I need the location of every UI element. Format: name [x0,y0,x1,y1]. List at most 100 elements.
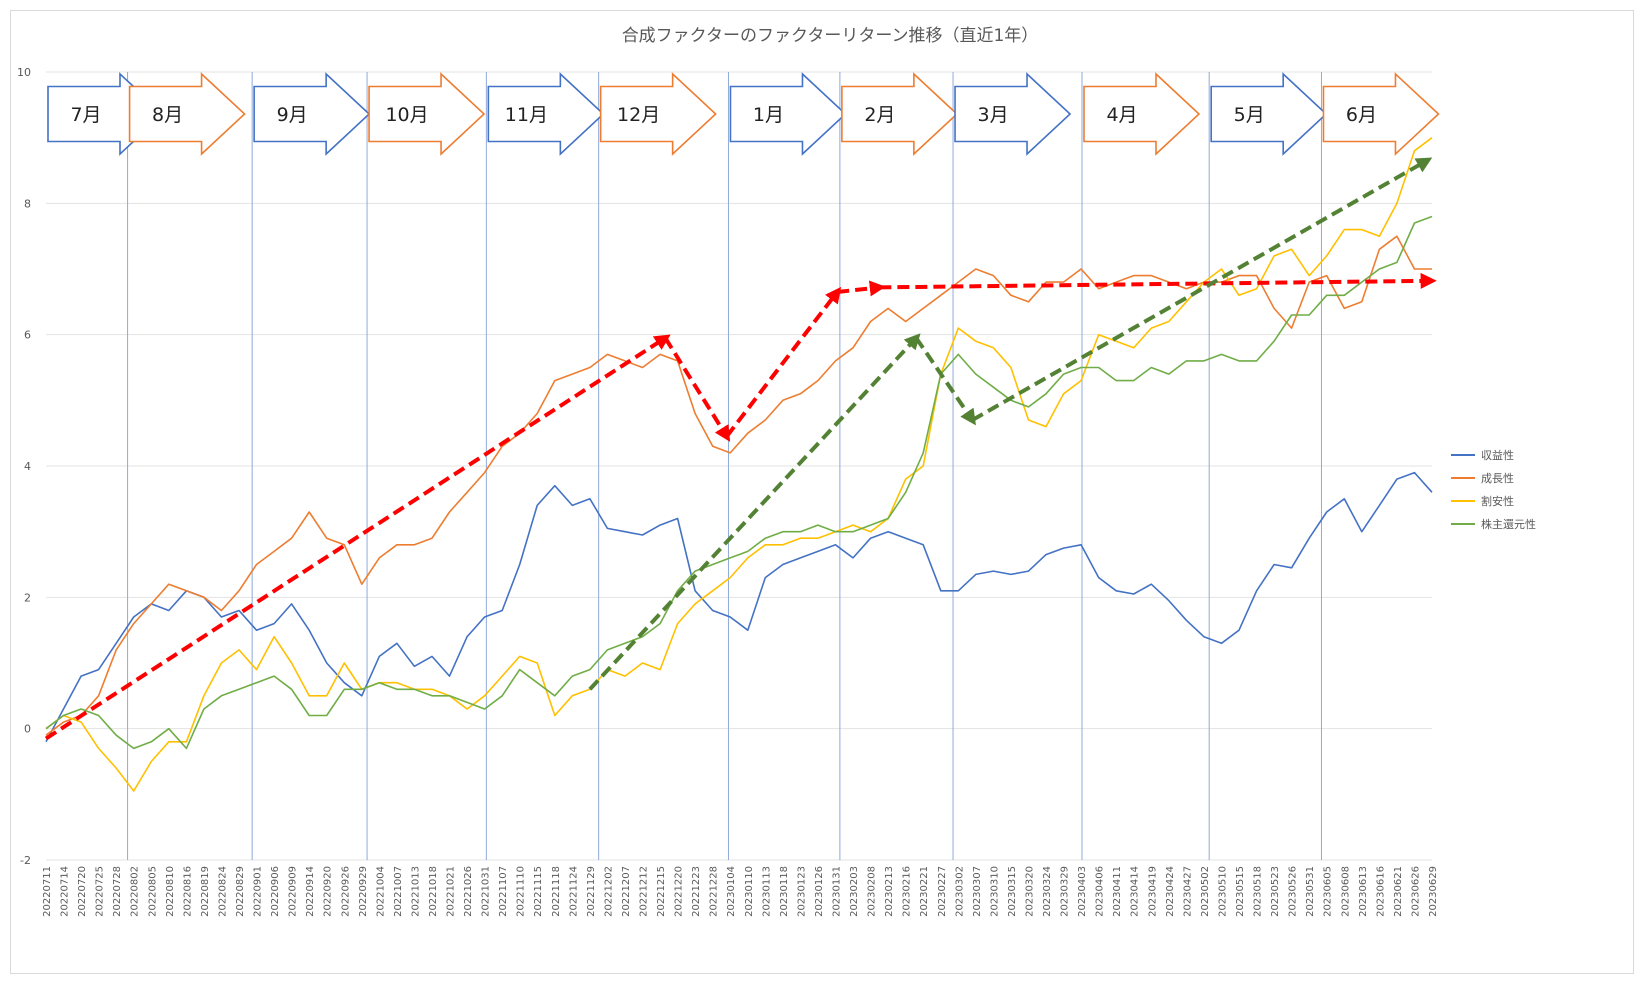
x-tick-label: 20221110 [516,866,527,917]
x-tick-label: 20220714 [60,866,71,917]
trend-arrow-segment [44,334,671,741]
legend-entry: 成長性 [1481,471,1514,485]
month-label: 7月 [70,104,101,126]
x-tick-label: 20220824 [217,866,228,917]
x-tick-label: 20230213 [884,866,895,917]
month-label: 12月 [617,104,660,126]
y-tick-label: 4 [24,460,31,473]
series-line [45,215,1433,750]
y-tick-label: -2 [20,854,31,867]
x-tick-label: 20221223 [691,866,702,917]
month-divider-layer [127,72,1322,860]
grid-layer [46,71,1432,861]
x-tick-label: 20230113 [761,866,772,917]
month-arrow [1083,72,1201,156]
x-tick-label: 20230523 [1270,866,1281,917]
x-tick-label: 20230110 [744,866,755,917]
x-tick-label: 20230616 [1375,866,1386,917]
x-tick-label: 20230131 [831,866,842,917]
series-layer [45,137,1433,792]
y-tick-label: 6 [24,329,31,342]
x-tick-label: 20220810 [165,866,176,917]
x-tick-label: 20220805 [147,866,158,917]
x-tick-label: 20230302 [954,866,965,917]
x-tick-label: 20221021 [446,866,457,917]
x-tick-label: 20220728 [112,866,123,917]
axis-layer: -2 0 2 4 6 8 10 20220711 20220714 20220720 2022072… [17,66,1439,917]
month-label: 2月 [864,104,895,126]
trend-arrow-segment [879,272,1437,290]
month-arrow [128,72,246,156]
x-tick-label: 20230208 [867,866,878,917]
x-tick-label: 20230123 [796,866,807,917]
x-tick-label: 20230419 [1147,866,1158,917]
x-tick-label: 20221207 [621,866,632,917]
x-tick-label: 20230406 [1095,866,1106,917]
x-tick-label: 20230227 [937,866,948,917]
x-tick-label: 20230526 [1288,866,1299,917]
x-tick-label: 20230118 [779,866,790,917]
x-tick-label: 20230315 [1007,866,1018,917]
x-tick-label: 20220819 [200,866,211,917]
trend-arrow-segment [971,157,1433,422]
y-tick-label: 8 [24,197,31,210]
trend-arrow-layer [44,157,1437,741]
x-tick-label: 20230411 [1112,866,1123,917]
x-tick-label: 20230414 [1130,866,1141,917]
x-tick-label: 20230203 [849,866,860,917]
x-tick-label: 20230427 [1182,866,1193,917]
x-tick-label: 20221202 [603,866,614,917]
x-tick-label: 20220926 [340,866,351,917]
legend-entry: 株主還元性 [1481,517,1536,531]
x-tick-label: 20221115 [533,866,544,917]
month-label: 5月 [1234,104,1265,126]
x-tick-label: 20230324 [1042,866,1053,917]
x-tick-label: 20230329 [1060,866,1071,917]
month-arrow-layer: 7月 8月 9月 10月 11月 12月 1月 2月 3月 4月 5月 6月 [47,72,1440,156]
month-arrow [841,72,959,156]
month-label: 8月 [152,104,183,126]
month-arrow [253,72,371,156]
x-tick-label: 20221228 [709,866,720,917]
x-tick-label: 20230510 [1217,866,1228,917]
x-tick-label: 20230320 [1024,866,1035,917]
x-tick-label: 20220725 [95,866,106,917]
x-tick-label: 20230104 [726,866,737,917]
x-tick-label: 20221220 [674,866,685,917]
x-tick-label: 20221118 [551,866,562,917]
month-label: 4月 [1106,104,1137,126]
x-tick-label: 20220816 [182,866,193,917]
month-arrow [487,72,605,156]
x-tick-label: 20221107 [498,866,509,917]
x-tick-label: 20230502 [1200,866,1211,917]
x-tick-label: 20230518 [1253,866,1264,917]
month-arrow [1322,72,1440,156]
x-tick-label: 20221212 [639,866,650,917]
x-tick-label: 20230629 [1428,866,1439,917]
y-tick-label: 0 [24,723,31,736]
trend-arrow-segment [663,336,731,442]
x-tick-label: 20230626 [1410,866,1421,917]
x-tick-label: 20220901 [253,866,264,917]
x-tick-label: 20220909 [288,866,299,917]
legend-entry: 収益性 [1481,448,1514,462]
x-tick-label: 20221215 [656,866,667,917]
x-tick-label: 20220829 [235,866,246,917]
x-tick-label: 20221004 [375,866,386,917]
x-tick-label: 20230531 [1305,866,1316,917]
month-arrow [729,72,847,156]
month-label: 10月 [385,104,428,126]
x-tick-label: 20230126 [814,866,825,917]
x-tick-label: 20221031 [481,866,492,917]
chart-frame [10,10,1634,974]
x-tick-label: 20220929 [358,866,369,917]
x-tick-label: 20230216 [902,866,913,917]
x-tick-label: 20230621 [1393,866,1404,917]
x-tick-label: 20220802 [130,866,141,917]
y-tick-label: 2 [24,591,31,604]
series-line [45,471,1433,743]
y-tick-label: 10 [17,66,31,79]
x-tick-label: 20230403 [1077,866,1088,917]
legend-entry: 割安性 [1481,494,1514,508]
chart-title: 合成ファクターのファクターリターン推移（直近1年） [622,26,1039,46]
